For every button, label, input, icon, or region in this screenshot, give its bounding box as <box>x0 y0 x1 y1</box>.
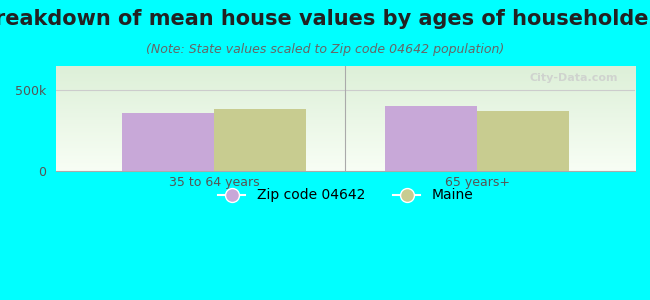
Bar <box>122 113 214 171</box>
Text: Breakdown of mean house values by ages of householders: Breakdown of mean house values by ages o… <box>0 9 650 29</box>
Bar <box>214 109 306 171</box>
Text: (Note: State values scaled to Zip code 04642 population): (Note: State values scaled to Zip code 0… <box>146 44 504 56</box>
Legend: Zip code 04642, Maine: Zip code 04642, Maine <box>212 183 479 208</box>
Bar <box>477 111 569 171</box>
Text: City-Data.com: City-Data.com <box>529 73 617 83</box>
Bar <box>385 106 477 171</box>
